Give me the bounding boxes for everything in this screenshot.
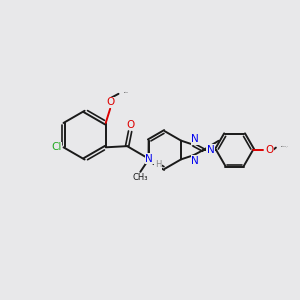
Text: N: N: [191, 134, 199, 144]
Text: methyl: methyl: [124, 92, 129, 93]
Text: H: H: [155, 160, 161, 169]
Text: O: O: [106, 97, 115, 107]
Text: methoxy_r: methoxy_r: [280, 146, 288, 147]
Text: Cl: Cl: [51, 142, 61, 152]
Text: CH₃: CH₃: [132, 173, 148, 182]
Text: N: N: [145, 154, 153, 164]
Text: O: O: [265, 145, 274, 155]
Text: N: N: [207, 145, 214, 155]
Text: O: O: [127, 120, 135, 130]
Text: N: N: [191, 156, 199, 166]
